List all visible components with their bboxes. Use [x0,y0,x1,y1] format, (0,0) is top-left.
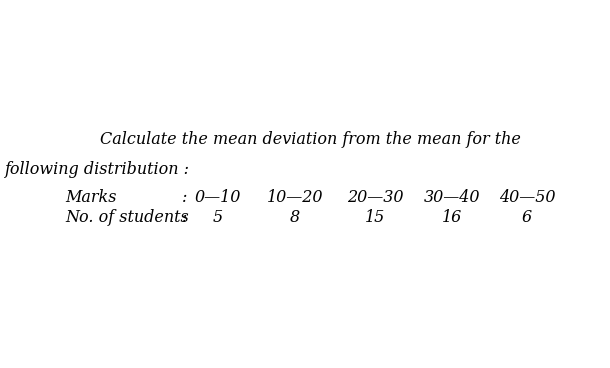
Text: 6: 6 [522,209,532,226]
Text: 0—10: 0—10 [195,190,241,206]
Text: following distribution :: following distribution : [5,162,190,178]
Text: 8: 8 [290,209,300,226]
Text: Calculate the mean deviation from the mean for the: Calculate the mean deviation from the me… [99,131,520,149]
Text: 5: 5 [213,209,223,226]
Text: 10—20: 10—20 [267,190,323,206]
Text: 20—30: 20—30 [346,190,403,206]
Text: :: : [182,209,188,226]
Text: 40—50: 40—50 [499,190,555,206]
Text: :: : [182,190,188,206]
Text: 30—40: 30—40 [424,190,480,206]
Text: 15: 15 [365,209,385,226]
Text: Marks: Marks [65,190,117,206]
Text: No. of students: No. of students [65,209,188,226]
Text: 16: 16 [442,209,462,226]
